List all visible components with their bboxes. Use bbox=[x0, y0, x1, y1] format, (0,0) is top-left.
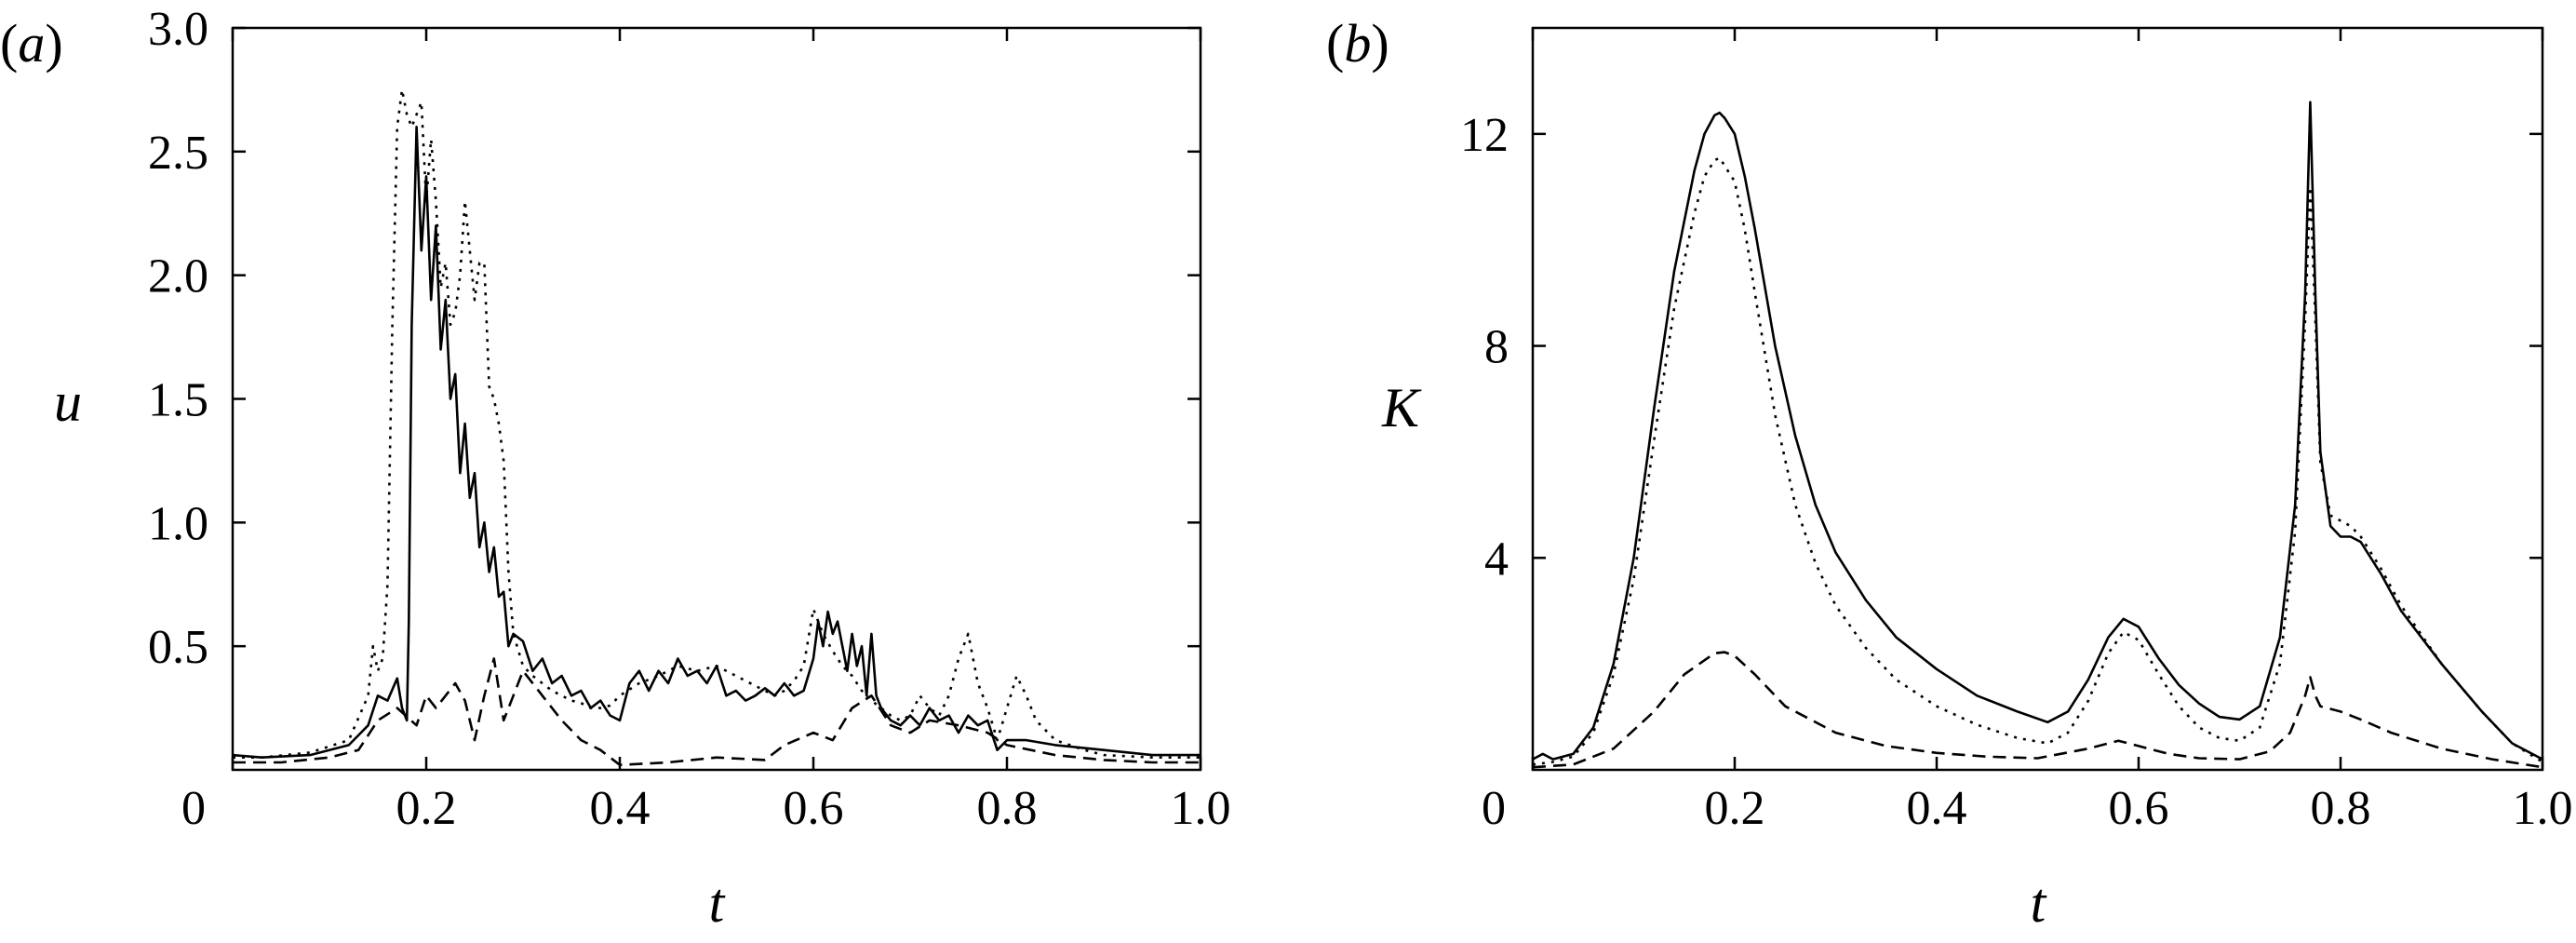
panel-a-frame bbox=[231, 26, 1202, 772]
panel-b-plot-area: 0 0.2 0.4 0.6 0.8 1.0 4 8 12 bbox=[1460, 28, 2573, 835]
panel-a-xtick-label: 0.2 bbox=[396, 782, 457, 835]
panel-a-letter: a bbox=[18, 13, 45, 74]
panel-a-plot-area: 0 0.2 0.4 0.6 0.8 1.0 0.5 1.0 1.5 2.0 2.5 3.0 bbox=[148, 3, 1231, 835]
panel-b-series-dashed bbox=[1532, 651, 2543, 769]
panel-b-letter: b bbox=[1344, 13, 1371, 74]
panel-b-series-solid bbox=[1532, 101, 2543, 761]
panel-b-label: (b) bbox=[1326, 13, 1389, 74]
panel-a-ytick-label: 0.5 bbox=[148, 621, 208, 674]
panel-b-ytick-label: 8 bbox=[1484, 321, 1509, 374]
panel-a-series-solid bbox=[232, 126, 1201, 759]
panel-b-ylabel: K bbox=[1381, 377, 1422, 438]
panel-b-ytick-label: 12 bbox=[1460, 109, 1509, 162]
panel-b-xtick-label: 0.6 bbox=[2109, 782, 2169, 835]
panel-b-series-dotted bbox=[1532, 156, 2543, 766]
panel-a-series-dashed bbox=[233, 657, 1201, 766]
panel-a-xtick-label: 0 bbox=[181, 782, 206, 835]
panel-a-label: (a) bbox=[0, 13, 63, 74]
panel-a-xtick-label: 0.6 bbox=[784, 782, 844, 835]
panel-a-ytick-label: 2.5 bbox=[148, 127, 208, 180]
panel-b: (b) K t 0 0.2 0.4 0.6 0.8 1.0 4 8 12 bbox=[1326, 13, 2573, 934]
panel-a-ytick-label: 2.0 bbox=[148, 250, 208, 303]
panel-a-ylabel: u bbox=[54, 371, 82, 433]
panel-a-ytick-label: 1.5 bbox=[148, 374, 208, 427]
panel-b-xtick-label: 0 bbox=[1482, 782, 1506, 835]
panel-b-xlabel: t bbox=[2031, 872, 2047, 934]
panel-a-ytick-label: 3.0 bbox=[148, 3, 208, 56]
panel-b-frame bbox=[1531, 26, 2544, 772]
panel-a-series-dotted bbox=[233, 88, 1201, 759]
panel-b-xtick-label: 0.2 bbox=[1705, 782, 1765, 835]
panel-b-xtick-label: 0.4 bbox=[1907, 782, 1967, 835]
panel-a-ytick-label: 1.0 bbox=[148, 497, 208, 550]
panel-a-xtick-label: 1.0 bbox=[1171, 782, 1231, 835]
panel-a-xlabel: t bbox=[709, 872, 726, 934]
panel-b-ytick-label: 4 bbox=[1484, 532, 1509, 586]
panel-a-xtick-label: 0.4 bbox=[590, 782, 651, 835]
panel-a-xtick-label: 0.8 bbox=[977, 782, 1038, 835]
panel-a: (a) u t 0 0.2 0.4 0.6 0.8 1.0 0.5 1.0 1.5 2.0 2.5 3… bbox=[0, 3, 1231, 934]
panel-b-xtick-label: 1.0 bbox=[2513, 782, 2573, 835]
panel-b-xtick-label: 0.8 bbox=[2311, 782, 2371, 835]
